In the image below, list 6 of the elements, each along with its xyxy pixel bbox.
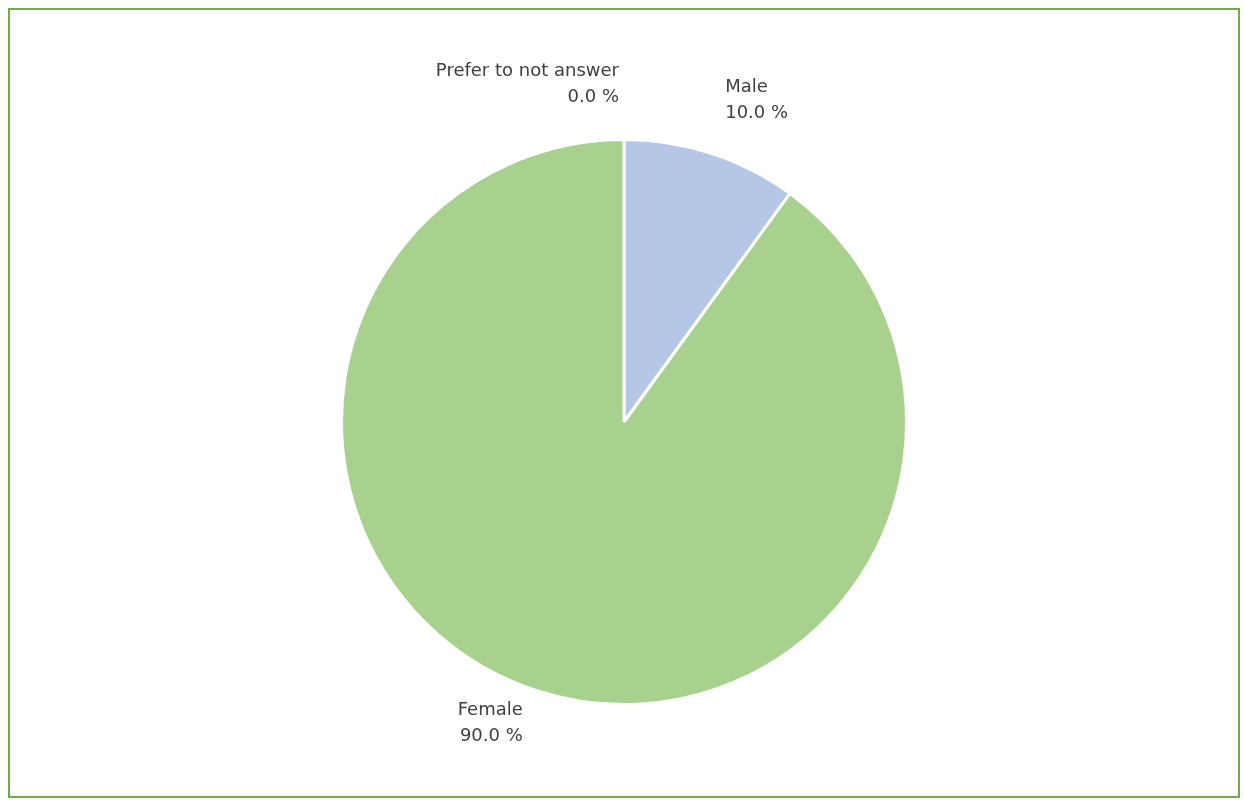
category-label: Prefer to not answer [435,59,619,81]
slice-label: Female [457,698,523,720]
text: 0.0 % [567,85,619,107]
slice-label: Male [725,75,768,97]
data-label: 90.0 % [459,724,523,746]
data-label: 10.0 % [725,101,789,123]
